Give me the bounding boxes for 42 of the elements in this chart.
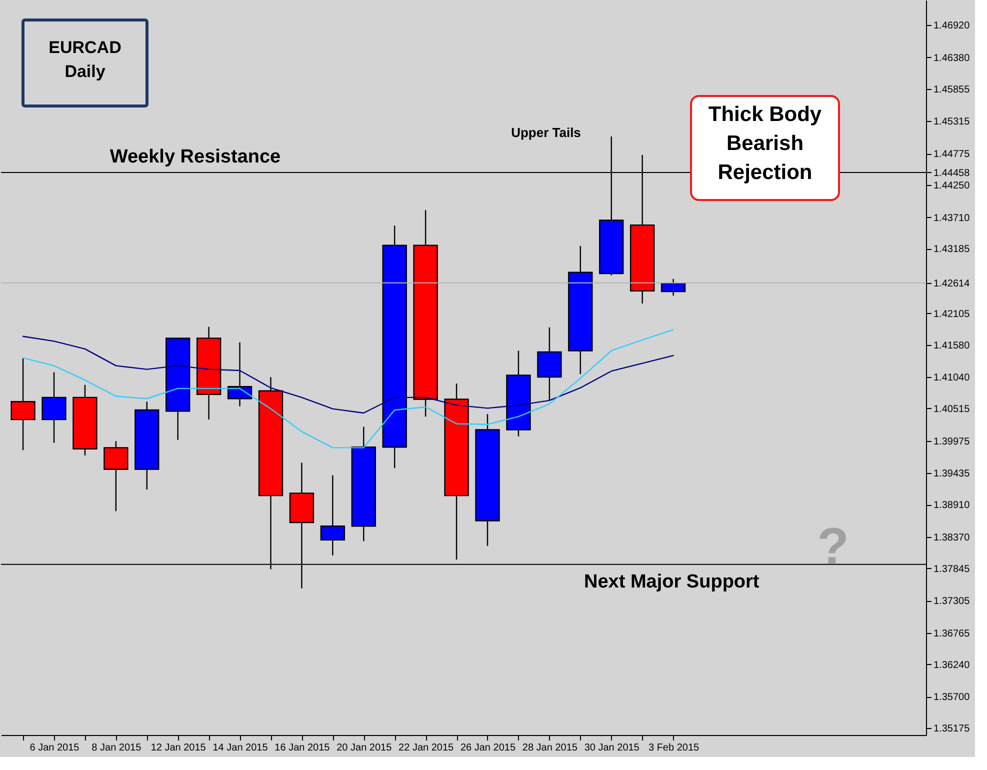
text: Thick Body Bearish Rejection [708,103,822,184]
x-tick-label: 22 Jan 2015 [398,742,454,754]
y-tick-label: 1.36765 [934,628,970,640]
x-tick-label: 16 Jan 2015 [274,742,330,754]
y-tick-label: 1.43185 [934,244,970,256]
y-tick-label: 1.41040 [934,372,970,384]
annotation: Upper Tails [511,125,581,140]
text: ? [817,518,849,576]
y-tick-label: 1.41580 [934,340,970,352]
text: Daily [64,62,106,81]
y-tick-label: 1.40515 [934,404,970,415]
x-tick-label: 3 Feb 2015 [648,742,700,754]
y-tick-label: 1.38370 [934,532,970,544]
x-tick-label: 12 Jan 2015 [150,742,206,754]
y-tick-label: 1.35175 [934,724,970,735]
x-tick-label: 14 Jan 2015 [212,742,268,754]
y-tick-label: 1.37845 [934,564,970,575]
y-tick-label: 1.44458 [934,168,970,179]
y-tick-label: 1.39975 [934,436,970,448]
x-tick-label: 6 Jan 2015 [30,742,80,754]
y-tick-label: 1.37305 [934,596,970,608]
y-tick-label: 1.45855 [934,84,970,96]
x-tick-label: 30 Jan 2015 [584,742,640,754]
ref-line-label: Next Major Support [584,571,760,592]
x-tick-label: 26 Jan 2015 [460,742,516,754]
x-tick-label: 28 Jan 2015 [522,742,578,754]
y-tick-label: 1.44250 [934,180,970,192]
y-tick-label: 1.42105 [934,308,970,320]
x-tick-label: 8 Jan 2015 [92,742,142,754]
y-tick-label: 1.36240 [934,660,970,671]
ref-line-label: Weekly Resistance [110,146,281,168]
y-tick-label: 1.35700 [934,692,970,704]
y-tick-label: 1.44775 [934,149,970,160]
y-tick-label: 1.42614 [934,278,970,290]
y-tick-label: 1.39435 [934,468,970,480]
text: EURCAD [48,38,122,57]
y-tick-label: 1.38910 [934,500,970,512]
y-tick-label: 1.43710 [934,212,970,224]
y-tick-label: 1.46920 [934,20,970,32]
y-tick-label: 1.45315 [934,116,970,128]
x-tick-label: 20 Jan 2015 [336,742,392,754]
y-tick-label: 1.46380 [934,52,970,64]
